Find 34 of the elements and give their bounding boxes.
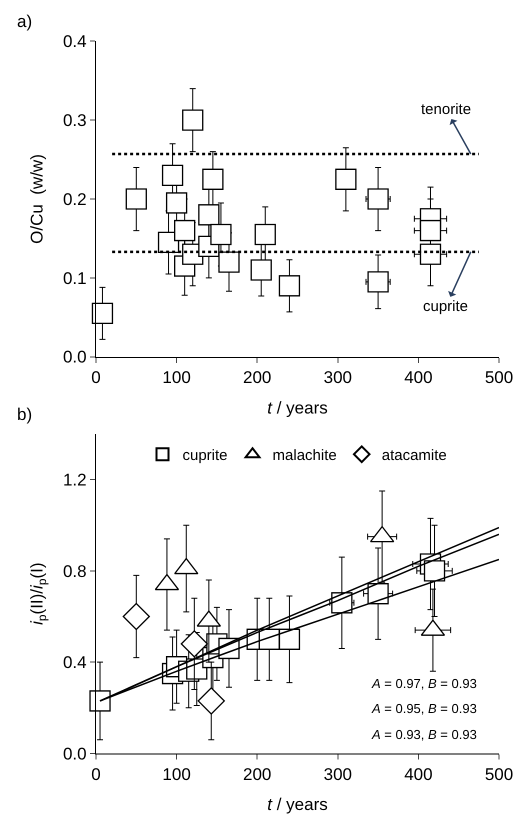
y-tick-label: 0.4 bbox=[62, 32, 87, 52]
annotation: A = 0.97, B = 0.93 bbox=[371, 676, 477, 691]
x-tick-label: 500 bbox=[484, 764, 514, 784]
x-tick-label: 300 bbox=[324, 764, 352, 784]
x-tick-label: 0 bbox=[91, 764, 101, 784]
ref-line-label: tenorite bbox=[421, 101, 472, 118]
y-tick-label: 0.1 bbox=[62, 268, 87, 288]
ref-line-label: cuprite bbox=[423, 298, 468, 315]
x-tick-label: 0 bbox=[91, 368, 101, 388]
chart-title: a) bbox=[17, 12, 32, 31]
x-tick-label: 500 bbox=[484, 368, 514, 388]
y-tick-label: 1.2 bbox=[62, 470, 87, 490]
x-tick-label: 400 bbox=[404, 764, 433, 784]
y-tick-label: 0.8 bbox=[62, 562, 87, 581]
annotation: A = 0.95, B = 0.93 bbox=[371, 701, 477, 716]
x-tick-label: 200 bbox=[243, 764, 272, 784]
legend-label: atacamite bbox=[382, 447, 447, 464]
x-tick-label: 200 bbox=[243, 368, 272, 388]
y-axis-title: O/Cu (w/w) bbox=[28, 154, 47, 244]
x-tick-label: 100 bbox=[162, 764, 191, 784]
chart-title: b) bbox=[17, 405, 32, 424]
x-tick-label: 100 bbox=[162, 368, 191, 388]
y-tick-label: 0.3 bbox=[62, 111, 87, 130]
legend-label: cuprite bbox=[182, 447, 228, 464]
x-tick-label: 400 bbox=[404, 368, 433, 388]
y-tick-label: 0.0 bbox=[62, 744, 87, 764]
y-tick-label: 0.4 bbox=[62, 653, 87, 672]
x-axis-title: t / years bbox=[267, 398, 328, 418]
x-axis-title: t / years bbox=[267, 795, 328, 814]
x-tick-label: 300 bbox=[324, 368, 352, 388]
y-tick-label: 0.0 bbox=[62, 348, 87, 367]
y-tick-label: 0.2 bbox=[62, 190, 87, 209]
annotation: A = 0.93, B = 0.93 bbox=[371, 727, 477, 742]
legend-label: malachite bbox=[272, 447, 337, 464]
